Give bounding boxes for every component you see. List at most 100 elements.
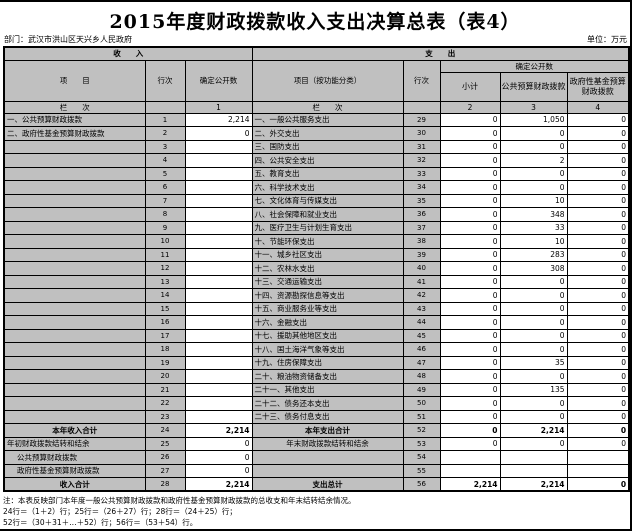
final-accounts-table: 收 入 支 出 项 目 行次 确定公开数 项目（按功能分类） 行次 确定公开数 … xyxy=(3,46,630,492)
section-header-row: 收 入 支 出 xyxy=(3,46,630,61)
income-item-cell: 一、公共预算财政拨款 xyxy=(3,112,146,127)
expense-item-cell: 支出总计 xyxy=(251,477,404,492)
expense-subtotal-cell: 0 xyxy=(439,328,501,343)
expense-item-cell: 六、科学技术支出 xyxy=(251,180,404,195)
expense-section-header: 支 出 xyxy=(251,46,630,61)
income-item-cell: 二、政府性基金预算财政拨款 xyxy=(3,126,146,141)
income-value-cell xyxy=(184,166,253,181)
income-value-cell: 2,214 xyxy=(184,112,253,127)
income-line-cell: 5 xyxy=(144,166,186,181)
income-value-cell xyxy=(184,369,253,384)
income-line-cell: 20 xyxy=(144,369,186,384)
expense-subtotal-cell: 0 xyxy=(439,274,501,289)
expense-subtotal-cell: 2,214 xyxy=(439,477,501,492)
footnote-line: 52行＝（30＋31＋…＋52）行；56行＝（53＋54）行。 xyxy=(3,518,198,527)
income-line-blank-cell xyxy=(144,100,186,114)
expense-gov-fund-cell: 0 xyxy=(566,355,630,370)
income-item-cell xyxy=(3,234,146,249)
expense-public-budget-cell: 283 xyxy=(499,247,568,262)
expense-item-cell: 九、医疗卫生与计划生育支出 xyxy=(251,220,404,235)
expense-line-cell: 42 xyxy=(402,288,441,303)
income-value-cell xyxy=(184,274,253,289)
expense-item-cell: 十二、农林水支出 xyxy=(251,261,404,276)
table-row: 12 十二、农林水支出 40 0 308 0 xyxy=(3,261,630,276)
income-value-cell xyxy=(184,301,253,316)
table-row: 一、公共预算财政拨款 1 2,214 一、一般公共服务支出 29 0 1,050 0 xyxy=(3,112,630,127)
income-value-cell: 2,214 xyxy=(184,477,253,492)
table-row: 4 四、公共安全支出 32 0 2 0 xyxy=(3,153,630,168)
expense-subtotal-cell: 0 xyxy=(439,139,501,154)
expense-gov-fund-cell: 0 xyxy=(566,166,630,181)
expense-subtotal-cell: 0 xyxy=(439,126,501,141)
income-line-cell: 21 xyxy=(144,382,186,397)
expense-item-cell: 十五、商业服务业等支出 xyxy=(251,301,404,316)
income-item-cell xyxy=(3,342,146,357)
table-row: 11 十一、城乡社区支出 39 0 283 0 xyxy=(3,247,630,262)
column-index-3: 3 xyxy=(499,100,568,114)
table-row: 10 十、节能环保支出 38 0 10 0 xyxy=(3,234,630,249)
expense-subtotal-cell xyxy=(439,463,501,478)
income-value-cell xyxy=(184,288,253,303)
expense-public-budget-cell: 0 xyxy=(499,436,568,451)
expense-item-cell: 七、文化体育与传媒支出 xyxy=(251,193,404,208)
expense-gov-fund-cell: 0 xyxy=(566,220,630,235)
expense-item-cell: 十一、城乡社区支出 xyxy=(251,247,404,262)
expense-subtotal-cell: 0 xyxy=(439,301,501,316)
expense-item-cell xyxy=(251,463,404,478)
income-line-cell: 1 xyxy=(144,112,186,127)
expense-subtotal-cell: 0 xyxy=(439,247,501,262)
expense-public-budget-cell: 0 xyxy=(499,328,568,343)
income-line-cell: 22 xyxy=(144,396,186,411)
expense-public-budget-cell xyxy=(499,463,568,478)
expense-gov-fund-cell: 0 xyxy=(566,261,630,276)
expense-public-budget-cell: 0 xyxy=(499,315,568,330)
expense-line-cell: 37 xyxy=(402,220,441,235)
income-line-cell: 3 xyxy=(144,139,186,154)
expense-public-budget-cell xyxy=(499,450,568,465)
expense-line-cell: 53 xyxy=(402,436,441,451)
expense-item-cell: 十四、资源勘探信息等支出 xyxy=(251,288,404,303)
income-value-cell xyxy=(184,328,253,343)
expense-gov-fund-cell: 0 xyxy=(566,382,630,397)
expense-public-budget-cell: 0 xyxy=(499,288,568,303)
table-row: 年初财政拨款结转和结余 25 0 年末财政拨款结转和结余 53 0 0 0 xyxy=(3,436,630,451)
expense-line-cell: 31 xyxy=(402,139,441,154)
expense-line-cell: 54 xyxy=(402,450,441,465)
expense-public-budget-cell: 348 xyxy=(499,207,568,222)
expense-subtotal-cell: 0 xyxy=(439,369,501,384)
income-line-cell: 4 xyxy=(144,153,186,168)
table-row: 14 十四、资源勘探信息等支出 42 0 0 0 xyxy=(3,288,630,303)
expense-subtotal-cell: 0 xyxy=(439,355,501,370)
income-value-cell xyxy=(184,355,253,370)
table-row: 收入合计 28 2,214 支出总计 56 2,214 2,214 0 xyxy=(3,477,630,492)
expense-subtotal-cell: 0 xyxy=(439,153,501,168)
expense-public-budget-cell: 35 xyxy=(499,355,568,370)
footnote-line: 注：本表反映部门本年度一般公共预算财政拨款和政府性基金预算财政拨款的总收支和年末… xyxy=(3,496,356,505)
expense-item-cell: 二十二、债务还本支出 xyxy=(251,396,404,411)
column-index-1: 1 xyxy=(184,100,253,114)
expense-line-cell: 36 xyxy=(402,207,441,222)
expense-line-cell: 51 xyxy=(402,409,441,424)
income-item-cell xyxy=(3,369,146,384)
table-row: 5 五、教育支出 33 0 0 0 xyxy=(3,166,630,181)
income-item-cell xyxy=(3,207,146,222)
income-value-cell xyxy=(184,234,253,249)
income-line-cell: 10 xyxy=(144,234,186,249)
expense-gov-fund-cell: 0 xyxy=(566,180,630,195)
expense-item-cell: 二、外交支出 xyxy=(251,126,404,141)
table-row: 20 二十、粮油物资储备支出 48 0 0 0 xyxy=(3,369,630,384)
expense-gov-fund-cell: 0 xyxy=(566,396,630,411)
income-line-cell: 25 xyxy=(144,436,186,451)
income-value-cell xyxy=(184,342,253,357)
income-item-cell xyxy=(3,328,146,343)
expense-item-cell: 一、一般公共服务支出 xyxy=(251,112,404,127)
public-budget-header: 公共预算财政拨款 xyxy=(499,71,568,102)
expense-line-cell: 47 xyxy=(402,355,441,370)
subtotal-header: 小计 xyxy=(439,71,501,102)
income-item-header: 项 目 xyxy=(3,59,146,102)
expense-public-budget-cell: 0 xyxy=(499,396,568,411)
income-item-cell: 公共预算财政拨款 xyxy=(3,450,146,465)
income-value-cell xyxy=(184,247,253,262)
income-value-cell xyxy=(184,315,253,330)
expense-gov-fund-cell: 0 xyxy=(566,207,630,222)
